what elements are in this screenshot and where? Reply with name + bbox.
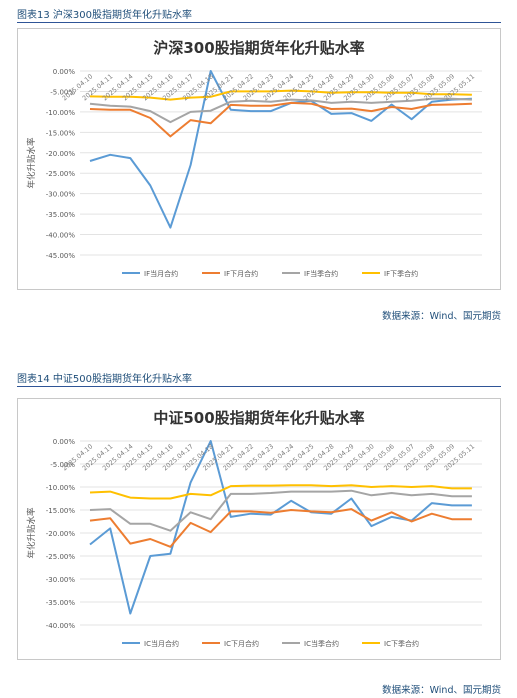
y-tick-label: -5.00% xyxy=(50,461,75,469)
y-tick-label: -20.00% xyxy=(46,150,76,158)
y-tick-label: -25.00% xyxy=(46,553,76,561)
figure-caption: 图表13 沪深300股指期货年化升贴水率 xyxy=(17,10,192,21)
y-tick-label: -10.00% xyxy=(46,109,76,117)
legend-label: IC当季合约 xyxy=(304,639,339,648)
caption-rule xyxy=(17,22,501,23)
legend-label: IF当季合约 xyxy=(304,269,338,278)
series-line xyxy=(89,89,472,101)
y-tick-label: -5.00% xyxy=(50,88,75,96)
caption-rule xyxy=(17,386,501,387)
y-tick-label: -40.00% xyxy=(46,622,76,630)
chart-title: 中证500股指期货年化升贴水率 xyxy=(153,409,364,427)
y-tick-label: -10.00% xyxy=(46,484,76,492)
y-tick-label: -20.00% xyxy=(46,530,76,538)
source-note: 数据来源：Wind、国元期货 xyxy=(382,311,501,322)
series-line xyxy=(89,508,472,548)
y-tick-label: -30.00% xyxy=(46,576,76,584)
y-tick-label: -45.00% xyxy=(46,252,76,260)
series-line xyxy=(89,97,472,124)
legend-label: IF下季合约 xyxy=(384,269,418,278)
legend-label: IC下月合约 xyxy=(224,639,259,648)
y-tick-label: -35.00% xyxy=(46,599,76,607)
legend-label: IF下月合约 xyxy=(224,269,258,278)
y-tick-label: -15.00% xyxy=(46,129,76,137)
series-line xyxy=(89,489,472,532)
legend-label: IF当月合约 xyxy=(144,269,178,278)
y-tick-label: -30.00% xyxy=(46,191,76,199)
line-chart: 中证500股指期货年化升贴水率 0.00% -5.00% -10.00% -15.00%… xyxy=(26,409,482,648)
y-tick-label: 0.00% xyxy=(53,438,76,446)
source-note: 数据来源：Wind、国元期货 xyxy=(382,685,501,696)
y-tick-label: 0.00% xyxy=(53,68,76,76)
legend-label: IC下季合约 xyxy=(384,639,419,648)
series-line xyxy=(89,70,472,229)
y-tick-label: -25.00% xyxy=(46,170,76,178)
y-tick-label: -15.00% xyxy=(46,507,76,515)
series-line xyxy=(89,484,472,500)
y-axis-label: 年化升贴水率 xyxy=(26,137,37,189)
y-tick-label: -40.00% xyxy=(46,232,76,240)
y-axis-label: 年化升贴水率 xyxy=(26,507,37,559)
y-tick-label: -35.00% xyxy=(46,211,76,219)
chart-frame: 中证500股指期货年化升贴水率 0.00% -5.00% -10.00% -15.00%… xyxy=(17,398,501,660)
chart-title: 沪深300股指期货年化升贴水率 xyxy=(153,39,364,57)
legend-label: IC当月合约 xyxy=(144,639,179,648)
series-line xyxy=(89,101,472,138)
line-chart: 沪深300股指期货年化升贴水率 0.00% -5.00% -10.00% -15.00%… xyxy=(26,39,482,278)
chart-frame: 沪深300股指期货年化升贴水率 0.00% -5.00% -10.00% -15.00%… xyxy=(17,28,501,290)
figure-caption: 图表14 中证500股指期货年化升贴水率 xyxy=(17,374,192,385)
